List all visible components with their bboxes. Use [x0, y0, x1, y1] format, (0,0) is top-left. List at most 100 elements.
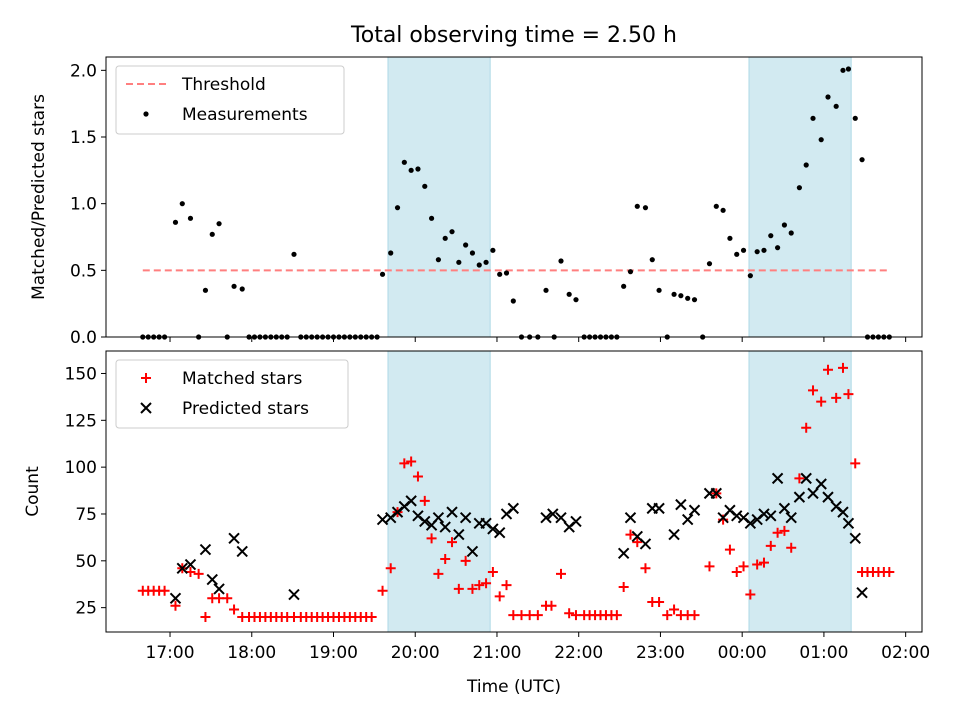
measurement-point: [422, 183, 428, 189]
matched-point: [200, 612, 211, 623]
matched-point: [823, 364, 834, 375]
predicted-point: [856, 586, 868, 599]
series-matched-stars: [137, 362, 895, 623]
matched-point: [654, 597, 665, 608]
x-tick-label: 18:00: [227, 643, 276, 663]
measurement-point: [428, 215, 435, 221]
matched-point: [193, 568, 204, 579]
matched-point: [170, 600, 181, 611]
matched-point: [159, 585, 170, 596]
matched-point: [399, 458, 410, 469]
measurement-point: [187, 215, 194, 221]
matched-point: [779, 525, 790, 536]
matched-point: [738, 561, 749, 572]
predicted-point: [800, 472, 812, 485]
predicted-point: [169, 592, 182, 604]
legend-label: Threshold: [181, 75, 266, 95]
matched-point: [419, 495, 430, 506]
measurement-point: [810, 115, 816, 121]
predicted-point: [507, 502, 520, 515]
predicted-point: [432, 512, 445, 524]
measurement-point: [833, 103, 839, 109]
predicted-point: [793, 491, 806, 503]
measurement-point: [649, 257, 655, 263]
measurement-point: [713, 203, 719, 209]
bottom-panel-counts: 25 50 75 100 125 150 17:00 18:00 19:00 20:00 21:00…: [23, 350, 930, 697]
x-tick-label: 02:00: [881, 643, 930, 663]
predicted-point: [459, 512, 472, 524]
legend-label: Matched stars: [182, 369, 302, 389]
predicted-point: [453, 528, 465, 541]
predicted-point: [837, 506, 849, 518]
measurement-point: [740, 247, 747, 253]
measurement-point: [231, 283, 237, 289]
measurement-point: [720, 207, 726, 213]
predicted-point: [807, 487, 819, 500]
matched-point: [632, 537, 643, 548]
measurement-point: [573, 297, 579, 303]
x-tick-label: 01:00: [799, 643, 848, 663]
measurement-point: [691, 297, 698, 303]
predicted-point: [176, 562, 188, 575]
predicted-point: [228, 532, 240, 545]
measurement-point: [566, 291, 572, 297]
predicted-point: [555, 512, 567, 524]
measurement-point: [401, 159, 407, 165]
predicted-point: [842, 517, 855, 530]
predicted-point: [547, 508, 559, 520]
matched-point: [467, 583, 478, 594]
measurement-point: [483, 259, 489, 265]
measurement-point: [388, 250, 394, 256]
matched-point: [640, 563, 651, 574]
measurement-point: [845, 66, 852, 72]
matched-point: [808, 385, 819, 396]
measurement-point: [706, 261, 713, 267]
matched-point: [745, 589, 756, 600]
x-tick-label: 17:00: [146, 643, 195, 663]
y-tick-label: 75: [75, 505, 97, 525]
predicted-point: [653, 502, 665, 515]
axes-frame: [105, 56, 923, 338]
measurement-point: [774, 245, 781, 251]
matched-point: [447, 537, 458, 548]
predicted-point: [288, 588, 300, 601]
legend-measurement-swatch: [143, 111, 149, 117]
legend-box: [115, 65, 345, 135]
predicted-point: [419, 515, 431, 528]
predicted-point: [778, 502, 791, 515]
measurement-point: [761, 247, 767, 253]
measurement-point: [172, 219, 179, 225]
measurement-point: [497, 271, 503, 277]
matched-point: [884, 567, 895, 578]
matched-point: [611, 610, 622, 621]
matched-point: [843, 389, 854, 400]
predicted-point: [493, 527, 506, 539]
measurement-point: [656, 287, 662, 293]
predicted-point: [376, 513, 389, 526]
measurement-point: [408, 167, 414, 173]
measurement-point: [558, 258, 564, 264]
x-axis-label: Time (UTC): [466, 677, 561, 697]
matched-point: [366, 612, 377, 623]
y-tick-label: 0.0: [70, 328, 97, 348]
matched-point: [794, 473, 805, 484]
matched-point: [406, 456, 417, 467]
y-axis-label: Matched/Predicted stars: [29, 94, 49, 300]
predicted-point: [771, 472, 784, 485]
predicted-point: [405, 495, 417, 507]
matched-point: [501, 580, 512, 591]
predicted-point: [206, 573, 218, 586]
matched-point: [765, 540, 776, 551]
measurement-point: [768, 233, 774, 239]
measurement-point: [415, 166, 421, 172]
matched-point: [752, 559, 763, 570]
matched-point: [689, 610, 700, 621]
predicted-point: [639, 538, 652, 550]
x-tick-label: 19:00: [309, 643, 358, 663]
y-axis-label: Count: [23, 466, 43, 517]
matched-point: [385, 563, 396, 574]
predicted-point: [617, 547, 630, 560]
chart-title: Total observing time = 2.50 h: [350, 23, 677, 48]
y-tick-label: 25: [75, 599, 97, 619]
predicted-point: [822, 491, 834, 503]
